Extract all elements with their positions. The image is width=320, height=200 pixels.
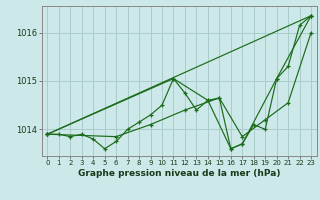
X-axis label: Graphe pression niveau de la mer (hPa): Graphe pression niveau de la mer (hPa)	[78, 169, 280, 178]
